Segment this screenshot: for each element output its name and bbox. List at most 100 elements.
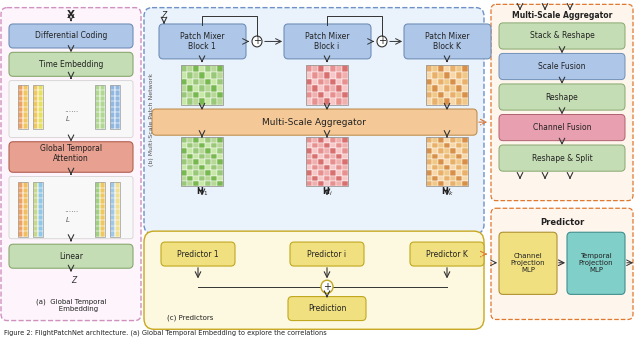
Bar xyxy=(336,181,342,187)
Bar xyxy=(450,175,456,181)
Bar xyxy=(115,101,120,107)
Text: ......: ...... xyxy=(64,205,78,214)
Bar xyxy=(193,165,199,170)
Bar xyxy=(324,170,330,175)
Bar xyxy=(342,159,348,165)
Bar xyxy=(23,91,28,96)
Bar xyxy=(193,72,199,78)
Bar xyxy=(462,92,468,98)
Bar xyxy=(330,181,336,187)
Bar xyxy=(193,148,199,154)
Bar xyxy=(324,181,330,187)
Bar xyxy=(95,101,100,107)
Bar xyxy=(438,92,444,98)
Text: ......: ...... xyxy=(64,104,78,114)
Bar xyxy=(199,154,205,159)
Bar xyxy=(18,188,23,193)
Bar xyxy=(306,159,312,165)
Bar xyxy=(18,96,23,101)
Bar xyxy=(23,182,28,237)
Circle shape xyxy=(377,36,387,47)
Bar xyxy=(456,165,462,170)
Bar xyxy=(187,78,193,85)
Bar xyxy=(110,188,115,193)
Bar xyxy=(217,137,223,143)
Bar xyxy=(318,165,324,170)
Bar xyxy=(193,175,199,181)
Bar xyxy=(187,148,193,154)
Bar xyxy=(193,85,199,92)
Bar xyxy=(193,137,199,143)
Bar xyxy=(432,148,438,154)
Bar xyxy=(95,193,100,198)
Bar xyxy=(432,66,438,72)
Bar xyxy=(438,137,444,143)
Bar xyxy=(100,188,105,193)
Bar xyxy=(199,148,205,154)
Bar xyxy=(462,154,468,159)
Bar xyxy=(462,181,468,187)
Bar xyxy=(312,181,318,187)
Bar xyxy=(199,66,205,72)
Bar xyxy=(444,154,450,159)
Bar xyxy=(306,181,312,187)
Bar xyxy=(115,182,120,188)
Bar xyxy=(211,170,217,175)
Text: (a)  Global Temporal
       Embedding: (a) Global Temporal Embedding xyxy=(36,298,106,312)
Text: Predictor: Predictor xyxy=(540,218,584,227)
Bar xyxy=(336,78,342,85)
Bar xyxy=(312,98,318,105)
Bar xyxy=(426,165,432,170)
Bar xyxy=(432,137,438,143)
Bar xyxy=(450,98,456,105)
Bar xyxy=(38,123,43,129)
FancyBboxPatch shape xyxy=(499,115,625,141)
Bar xyxy=(438,170,444,175)
Bar xyxy=(23,209,28,215)
Bar xyxy=(342,175,348,181)
Bar xyxy=(115,215,120,220)
Bar xyxy=(217,78,223,85)
Bar xyxy=(444,85,450,92)
Bar xyxy=(342,137,348,143)
Bar xyxy=(18,193,23,198)
Bar xyxy=(217,159,223,165)
Bar xyxy=(115,231,120,237)
Text: +: + xyxy=(253,37,261,46)
Bar xyxy=(330,85,336,92)
Bar xyxy=(211,181,217,187)
Bar xyxy=(312,137,318,143)
Bar xyxy=(205,72,211,78)
Bar xyxy=(324,98,330,105)
Bar xyxy=(187,143,193,148)
Bar xyxy=(115,204,120,209)
FancyBboxPatch shape xyxy=(491,4,633,201)
Bar xyxy=(324,175,330,181)
Bar xyxy=(100,107,105,112)
Bar xyxy=(318,170,324,175)
Bar xyxy=(312,159,318,165)
FancyBboxPatch shape xyxy=(410,242,484,266)
Bar xyxy=(318,85,324,92)
Bar xyxy=(38,209,43,215)
FancyBboxPatch shape xyxy=(144,8,484,233)
Bar xyxy=(33,91,38,96)
Bar xyxy=(342,154,348,159)
Bar xyxy=(426,148,432,154)
Bar xyxy=(115,198,120,204)
Bar xyxy=(199,72,205,78)
Bar xyxy=(426,66,432,72)
Bar xyxy=(217,85,223,92)
Bar xyxy=(100,209,105,215)
Bar xyxy=(432,165,438,170)
Bar xyxy=(181,85,187,92)
Bar xyxy=(181,66,223,105)
Bar xyxy=(318,137,324,143)
Bar xyxy=(426,66,468,105)
Bar xyxy=(312,78,318,85)
Text: Multi-Scale Aggregator: Multi-Scale Aggregator xyxy=(262,118,366,127)
Bar xyxy=(100,182,105,237)
Bar xyxy=(115,118,120,123)
Bar xyxy=(450,78,456,85)
Bar xyxy=(110,182,115,237)
